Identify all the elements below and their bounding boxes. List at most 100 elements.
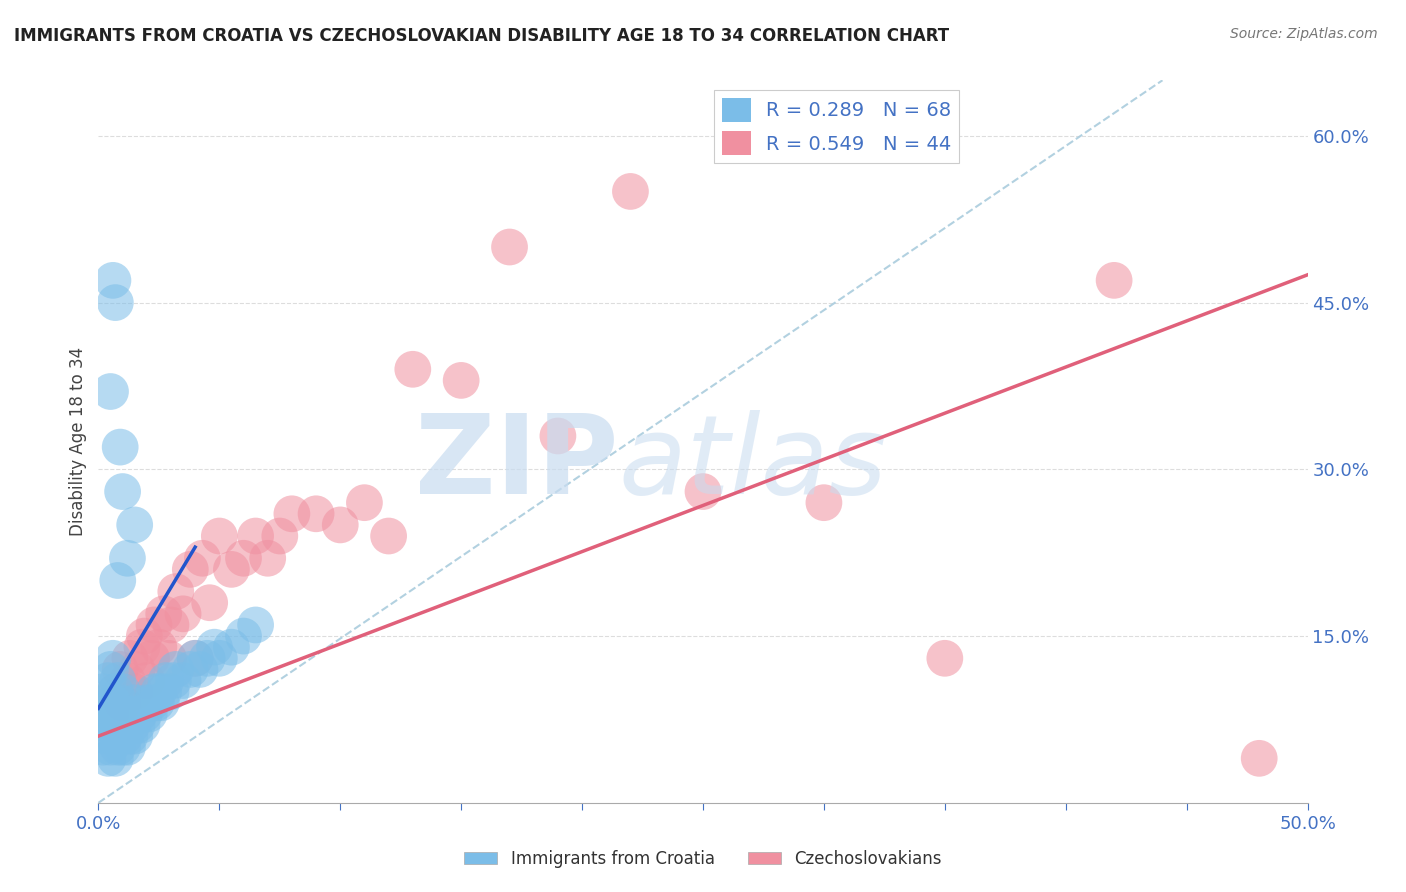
Point (117, 718, 139, 732)
Point (138, 706, 160, 721)
Point (402, 362, 425, 376)
Text: atlas: atlas (619, 409, 887, 516)
Point (179, 562, 201, 576)
Point (111, 684, 134, 698)
Point (107, 706, 129, 721)
Point (124, 684, 146, 698)
Point (111, 740, 134, 755)
Text: ZIP: ZIP (415, 409, 619, 516)
Point (118, 651, 141, 665)
Point (135, 696, 157, 710)
Text: IMMIGRANTS FROM CROATIA VS CZECHOSLOVAKIAN DISABILITY AGE 18 TO 34 CORRELATION C: IMMIGRANTS FROM CROATIA VS CZECHOSLOVAKI… (14, 27, 949, 45)
Point (104, 684, 127, 698)
Point (97, 751, 120, 765)
Point (134, 629, 156, 643)
Point (94, 729, 117, 743)
Point (124, 696, 146, 710)
Point (208, 529, 231, 543)
Point (152, 684, 174, 698)
Point (195, 651, 218, 665)
Point (221, 640, 243, 655)
Point (232, 551, 254, 566)
Point (165, 662, 187, 676)
Point (100, 662, 122, 676)
Point (148, 640, 170, 655)
Point (104, 684, 127, 698)
Point (127, 718, 149, 732)
Legend: Immigrants from Croatia, Czechoslovakians: Immigrants from Croatia, Czechoslovakian… (457, 844, 949, 875)
Point (128, 706, 150, 721)
Point (114, 729, 136, 743)
Point (150, 696, 173, 710)
Point (245, 618, 267, 632)
Point (104, 718, 127, 732)
Point (134, 706, 156, 721)
Point (165, 584, 187, 599)
Point (188, 662, 211, 676)
Point (114, 706, 136, 721)
Point (131, 640, 153, 655)
Point (124, 729, 146, 743)
Point (191, 551, 214, 566)
Point (100, 706, 122, 721)
Point (179, 662, 201, 676)
Point (141, 696, 163, 710)
Point (692, 484, 714, 499)
Point (111, 718, 134, 732)
Point (100, 384, 122, 399)
Point (117, 551, 139, 566)
Point (547, 429, 569, 443)
Point (107, 740, 129, 755)
Point (305, 507, 328, 521)
Point (124, 517, 146, 532)
Point (184, 651, 207, 665)
Point (97, 718, 120, 732)
Point (107, 574, 129, 588)
Point (145, 696, 167, 710)
Point (100, 740, 122, 755)
Point (108, 696, 131, 710)
Point (256, 551, 278, 566)
Point (232, 629, 254, 643)
Point (117, 740, 139, 755)
Point (619, 185, 641, 199)
Point (353, 496, 375, 510)
Point (1249, 751, 1271, 765)
Point (172, 673, 194, 688)
Point (281, 507, 304, 521)
Point (135, 673, 157, 688)
Point (198, 596, 221, 610)
Point (141, 651, 163, 665)
Point (1102, 273, 1125, 287)
Point (101, 651, 124, 665)
Point (117, 673, 139, 688)
Point (934, 651, 956, 665)
Point (100, 706, 122, 721)
Point (498, 240, 520, 254)
Point (155, 673, 177, 688)
Point (90, 706, 112, 721)
Point (143, 684, 166, 698)
Point (108, 662, 131, 676)
Point (329, 517, 352, 532)
Point (148, 684, 170, 698)
Y-axis label: Disability Age 18 to 34: Disability Age 18 to 34 (69, 347, 87, 536)
Point (94, 696, 117, 710)
Point (184, 651, 207, 665)
Point (121, 718, 143, 732)
Point (157, 651, 180, 665)
Point (107, 673, 129, 688)
Point (108, 440, 131, 454)
Point (111, 484, 134, 499)
Point (101, 696, 124, 710)
Point (104, 295, 127, 310)
Point (245, 529, 267, 543)
Point (377, 529, 399, 543)
Point (450, 373, 472, 387)
Point (160, 684, 183, 698)
Point (269, 529, 291, 543)
Point (131, 718, 153, 732)
Text: Source: ZipAtlas.com: Source: ZipAtlas.com (1230, 27, 1378, 41)
Point (91, 684, 114, 698)
Point (813, 496, 835, 510)
